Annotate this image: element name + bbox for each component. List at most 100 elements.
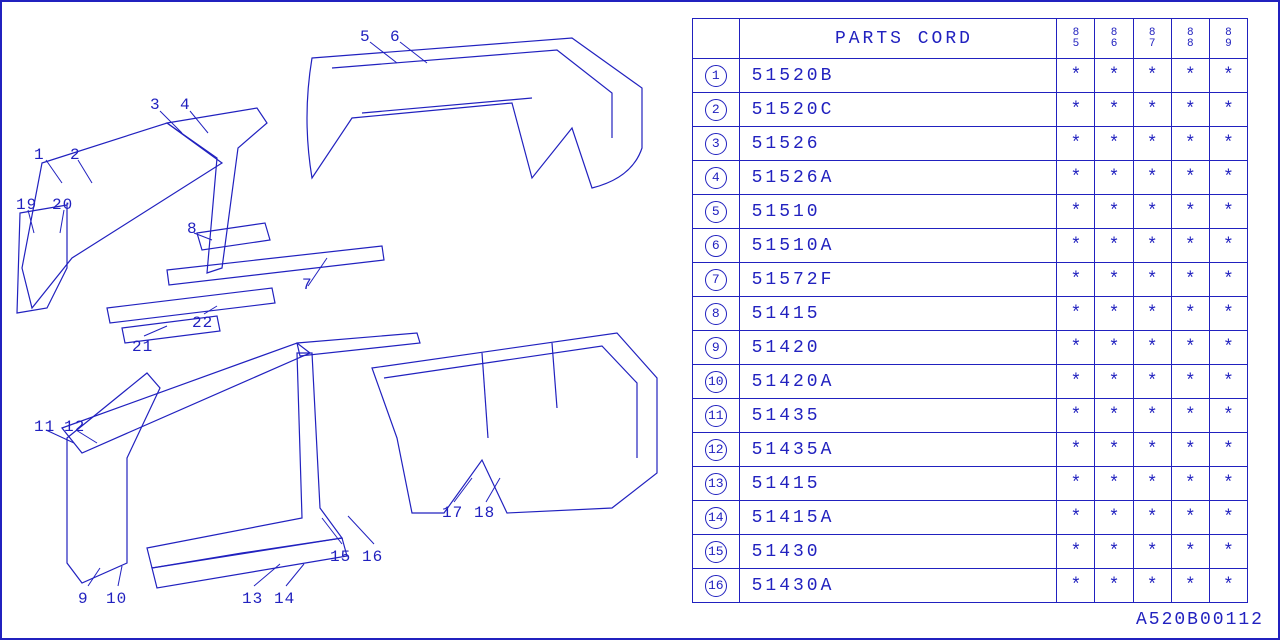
row-index: 6 xyxy=(693,229,740,263)
row-index: 16 xyxy=(693,569,740,603)
row-code: 51435 xyxy=(739,399,1057,433)
row-mark: * xyxy=(1095,399,1133,433)
row-mark: * xyxy=(1095,535,1133,569)
callout-11: 11 xyxy=(34,418,55,436)
header-blank xyxy=(693,19,740,59)
callout-17: 17 xyxy=(442,504,463,522)
row-mark: * xyxy=(1133,297,1171,331)
row-mark: * xyxy=(1171,59,1209,93)
table-row: 1451415A***** xyxy=(693,501,1248,535)
row-mark: * xyxy=(1095,433,1133,467)
row-mark: * xyxy=(1095,297,1133,331)
row-code: 51430A xyxy=(739,569,1057,603)
table-row: 1351415***** xyxy=(693,467,1248,501)
header-year-0: 85 xyxy=(1057,19,1095,59)
row-code: 51520C xyxy=(739,93,1057,127)
row-mark: * xyxy=(1095,263,1133,297)
row-index: 1 xyxy=(693,59,740,93)
row-index: 7 xyxy=(693,263,740,297)
callout-16: 16 xyxy=(362,548,383,566)
table-row: 651510A***** xyxy=(693,229,1248,263)
row-mark: * xyxy=(1171,195,1209,229)
row-mark: * xyxy=(1057,195,1095,229)
row-mark: * xyxy=(1133,59,1171,93)
parts-table: PARTS CORD 85 86 87 88 89 151520B*****25… xyxy=(692,18,1248,603)
row-mark: * xyxy=(1209,263,1247,297)
row-mark: * xyxy=(1209,161,1247,195)
callout-19: 19 xyxy=(16,196,37,214)
row-index: 14 xyxy=(693,501,740,535)
row-mark: * xyxy=(1171,535,1209,569)
row-code: 51572F xyxy=(739,263,1057,297)
row-mark: * xyxy=(1095,195,1133,229)
table-row: 951420***** xyxy=(693,331,1248,365)
row-mark: * xyxy=(1095,161,1133,195)
row-mark: * xyxy=(1209,365,1247,399)
callout-10: 10 xyxy=(106,590,127,608)
row-index: 10 xyxy=(693,365,740,399)
row-mark: * xyxy=(1133,263,1171,297)
row-mark: * xyxy=(1133,331,1171,365)
header-year-1: 86 xyxy=(1095,19,1133,59)
callout-15: 15 xyxy=(330,548,351,566)
row-mark: * xyxy=(1133,365,1171,399)
table-row: 851415***** xyxy=(693,297,1248,331)
exploded-diagram xyxy=(12,8,662,608)
callout-5: 5 xyxy=(360,28,371,46)
callout-2: 2 xyxy=(70,146,81,164)
row-code: 51420A xyxy=(739,365,1057,399)
row-mark: * xyxy=(1171,501,1209,535)
row-mark: * xyxy=(1133,399,1171,433)
diagram-area: 12345678910111213141516171819202122 xyxy=(12,8,662,608)
row-mark: * xyxy=(1209,297,1247,331)
table-row: 751572F***** xyxy=(693,263,1248,297)
callout-18: 18 xyxy=(474,504,495,522)
row-index: 3 xyxy=(693,127,740,161)
row-mark: * xyxy=(1209,433,1247,467)
row-code: 51420 xyxy=(739,331,1057,365)
row-code: 51510A xyxy=(739,229,1057,263)
row-mark: * xyxy=(1095,93,1133,127)
parts-table-area: PARTS CORD 85 86 87 88 89 151520B*****25… xyxy=(692,18,1248,603)
callout-21: 21 xyxy=(132,338,153,356)
row-mark: * xyxy=(1057,467,1095,501)
callout-8: 8 xyxy=(187,220,198,238)
callout-1: 1 xyxy=(34,146,45,164)
row-mark: * xyxy=(1209,535,1247,569)
row-mark: * xyxy=(1171,263,1209,297)
row-mark: * xyxy=(1171,433,1209,467)
table-row: 1551430***** xyxy=(693,535,1248,569)
callout-13: 13 xyxy=(242,590,263,608)
row-mark: * xyxy=(1171,399,1209,433)
row-mark: * xyxy=(1133,569,1171,603)
callout-3: 3 xyxy=(150,96,161,114)
row-index: 9 xyxy=(693,331,740,365)
row-code: 51526 xyxy=(739,127,1057,161)
table-row: 1251435A***** xyxy=(693,433,1248,467)
row-mark: * xyxy=(1057,399,1095,433)
header-parts-cord: PARTS CORD xyxy=(739,19,1057,59)
row-code: 51520B xyxy=(739,59,1057,93)
table-row: 351526***** xyxy=(693,127,1248,161)
row-code: 51415A xyxy=(739,501,1057,535)
row-mark: * xyxy=(1209,501,1247,535)
row-mark: * xyxy=(1171,127,1209,161)
row-mark: * xyxy=(1133,195,1171,229)
row-mark: * xyxy=(1171,229,1209,263)
row-mark: * xyxy=(1057,263,1095,297)
row-mark: * xyxy=(1057,93,1095,127)
row-code: 51435A xyxy=(739,433,1057,467)
table-header-row: PARTS CORD 85 86 87 88 89 xyxy=(693,19,1248,59)
row-mark: * xyxy=(1209,399,1247,433)
callout-12: 12 xyxy=(64,418,85,436)
table-row: 1651430A***** xyxy=(693,569,1248,603)
row-index: 4 xyxy=(693,161,740,195)
row-mark: * xyxy=(1133,93,1171,127)
row-mark: * xyxy=(1057,433,1095,467)
row-mark: * xyxy=(1057,297,1095,331)
callout-9: 9 xyxy=(78,590,89,608)
row-mark: * xyxy=(1057,127,1095,161)
row-mark: * xyxy=(1133,127,1171,161)
row-mark: * xyxy=(1095,59,1133,93)
row-index: 5 xyxy=(693,195,740,229)
